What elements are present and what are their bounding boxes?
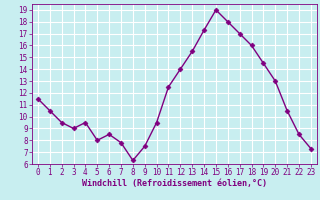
X-axis label: Windchill (Refroidissement éolien,°C): Windchill (Refroidissement éolien,°C) [82, 179, 267, 188]
